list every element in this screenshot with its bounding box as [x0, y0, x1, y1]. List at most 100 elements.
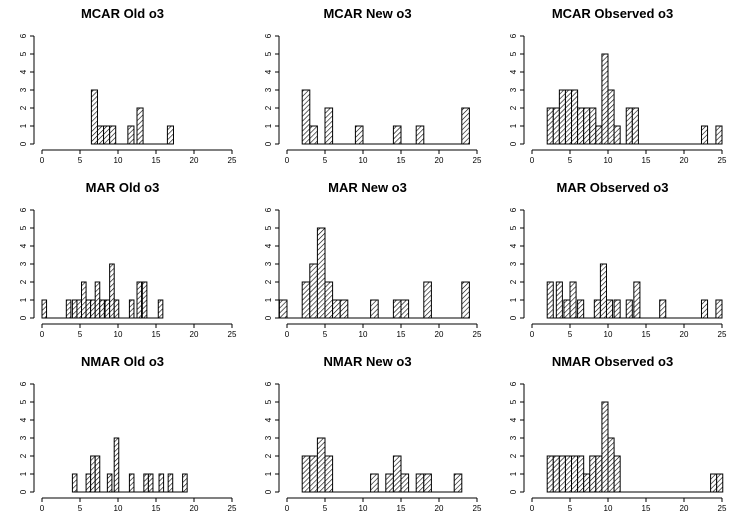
y-tick-label: 1: [19, 471, 28, 476]
histogram-bar: [599, 263, 607, 319]
x-tick-label: 5: [323, 156, 328, 165]
chart-panel-nmar-new: NMAR New o3 0 5 10 15 20 25 0 1 2 3 4 5 6: [245, 348, 490, 522]
x-tick-label: 15: [152, 330, 161, 339]
y-tick-label: 2: [264, 105, 273, 110]
x-tick-label: 10: [604, 504, 613, 513]
histogram-bar: [613, 299, 621, 319]
x-tick-label: 25: [473, 504, 482, 513]
histogram-bar: [324, 107, 334, 145]
y-tick-label: 5: [264, 225, 273, 230]
histogram-bar: [370, 299, 379, 319]
y-tick-label: 5: [19, 51, 28, 56]
x-tick-label: 5: [568, 156, 573, 165]
y-tick-label: 1: [19, 297, 28, 302]
y-tick-label: 3: [264, 435, 273, 440]
histogram-bar: [301, 281, 311, 319]
histogram-bar: [392, 299, 402, 319]
histogram-bar: [595, 125, 603, 145]
histogram-bar: [167, 473, 174, 493]
histogram-bar: [589, 107, 597, 145]
histogram-bar: [716, 473, 724, 493]
histogram-bar: [113, 437, 120, 493]
histogram-bar: [392, 125, 402, 145]
chart-title: MCAR Observed o3: [551, 6, 674, 21]
histogram-bar: [324, 455, 334, 493]
histogram-bar: [601, 53, 609, 145]
x-tick-label: 5: [323, 504, 328, 513]
y-tick-label: 6: [264, 207, 273, 212]
histogram-bar: [571, 89, 579, 145]
histogram-bar: [143, 473, 149, 493]
histogram-bar: [589, 455, 597, 493]
chart-panel-mar-old: MAR Old o3 0 5 10 15 20 25 0 1 2 3 4 5 6: [0, 174, 245, 348]
y-tick-label: 4: [19, 243, 28, 248]
histogram-bar: [109, 263, 115, 319]
chart-panel-mcar-observed: MCAR Observed o3 0 5 10 15 20 25 0 1 2 3 4 5 6: [490, 0, 735, 174]
histogram-bar: [633, 281, 641, 319]
y-tick-label: 3: [264, 261, 273, 266]
x-tick-label: 20: [435, 504, 444, 513]
histogram-bar: [595, 455, 603, 493]
histogram-bar: [136, 107, 144, 145]
histogram-bar: [65, 299, 72, 319]
histogram-bar: [85, 299, 92, 319]
histogram-bar: [552, 455, 560, 493]
histogram-bar: [564, 89, 573, 145]
histogram-bar: [71, 473, 78, 493]
histogram-bar: [605, 299, 614, 319]
x-tick-label: 25: [228, 330, 237, 339]
y-tick-label: 4: [264, 243, 273, 248]
x-tick-label: 25: [473, 330, 482, 339]
histogram-bar: [127, 125, 135, 145]
x-tick-label: 0: [530, 156, 535, 165]
x-tick-label: 0: [285, 504, 290, 513]
y-tick-label: 0: [264, 489, 273, 494]
x-tick-label: 10: [114, 156, 123, 165]
histogram-bar: [392, 455, 402, 493]
histogram-bar: [141, 281, 148, 319]
chart-svg: 0 5 10 15 20 25 0 1 2 3 4 5 6: [264, 33, 482, 165]
x-tick-label: 0: [40, 156, 45, 165]
y-tick-label: 6: [264, 381, 273, 386]
chart-svg: 0 5 10 15 20 25 0 1 2 3 4 5 6: [509, 381, 727, 513]
y-tick-label: 6: [19, 207, 28, 212]
y-tick-label: 2: [19, 105, 28, 110]
histogram-bar: [128, 473, 135, 493]
y-tick-label: 5: [264, 51, 273, 56]
histogram-bar: [103, 125, 111, 145]
chart-svg: 0 5 10 15 20 25 0 1 2 3 4 5 6: [509, 33, 727, 165]
x-tick-label: 0: [530, 330, 535, 339]
x-tick-label: 5: [78, 156, 83, 165]
x-tick-label: 10: [359, 330, 368, 339]
x-tick-label: 15: [642, 156, 651, 165]
x-tick-label: 25: [718, 330, 727, 339]
y-tick-label: 3: [509, 87, 518, 92]
histogram-bar: [715, 299, 723, 319]
y-tick-label: 0: [509, 489, 518, 494]
histogram-bar: [278, 299, 288, 319]
histogram-bar: [76, 299, 83, 319]
x-tick-label: 0: [530, 504, 535, 513]
y-tick-label: 3: [19, 435, 28, 440]
y-tick-label: 3: [509, 435, 518, 440]
chart-title: MAR New o3: [328, 180, 407, 195]
y-tick-label: 0: [19, 141, 28, 146]
chart-svg: 0 5 10 15 20 25 0 1 2 3 4 5 6: [19, 381, 237, 513]
x-tick-label: 5: [323, 330, 328, 339]
histogram-bar: [90, 299, 96, 319]
histogram-bar: [157, 299, 164, 319]
histogram-bar: [564, 455, 573, 493]
histogram-bar: [613, 125, 621, 145]
y-tick-label: 1: [509, 471, 518, 476]
histogram-bar: [385, 473, 394, 493]
chart-svg: 0 5 10 15 20 25 0 1 2 3 4 5 6: [264, 381, 482, 513]
x-tick-label: 0: [285, 330, 290, 339]
histogram-bar: [136, 281, 143, 319]
y-tick-label: 2: [19, 453, 28, 458]
x-tick-label: 15: [152, 504, 161, 513]
chart-panel-mcar-old: MCAR Old o3 0 5 10 15 20 25 0 1 2 3 4 5 6: [0, 0, 245, 174]
histogram-bar: [601, 401, 609, 493]
chart-panel-mar-new: MAR New o3 0 5 10 15 20 25 0 1 2 3 4 5 6: [245, 174, 490, 348]
x-tick-label: 15: [642, 330, 651, 339]
y-tick-label: 6: [509, 33, 518, 38]
